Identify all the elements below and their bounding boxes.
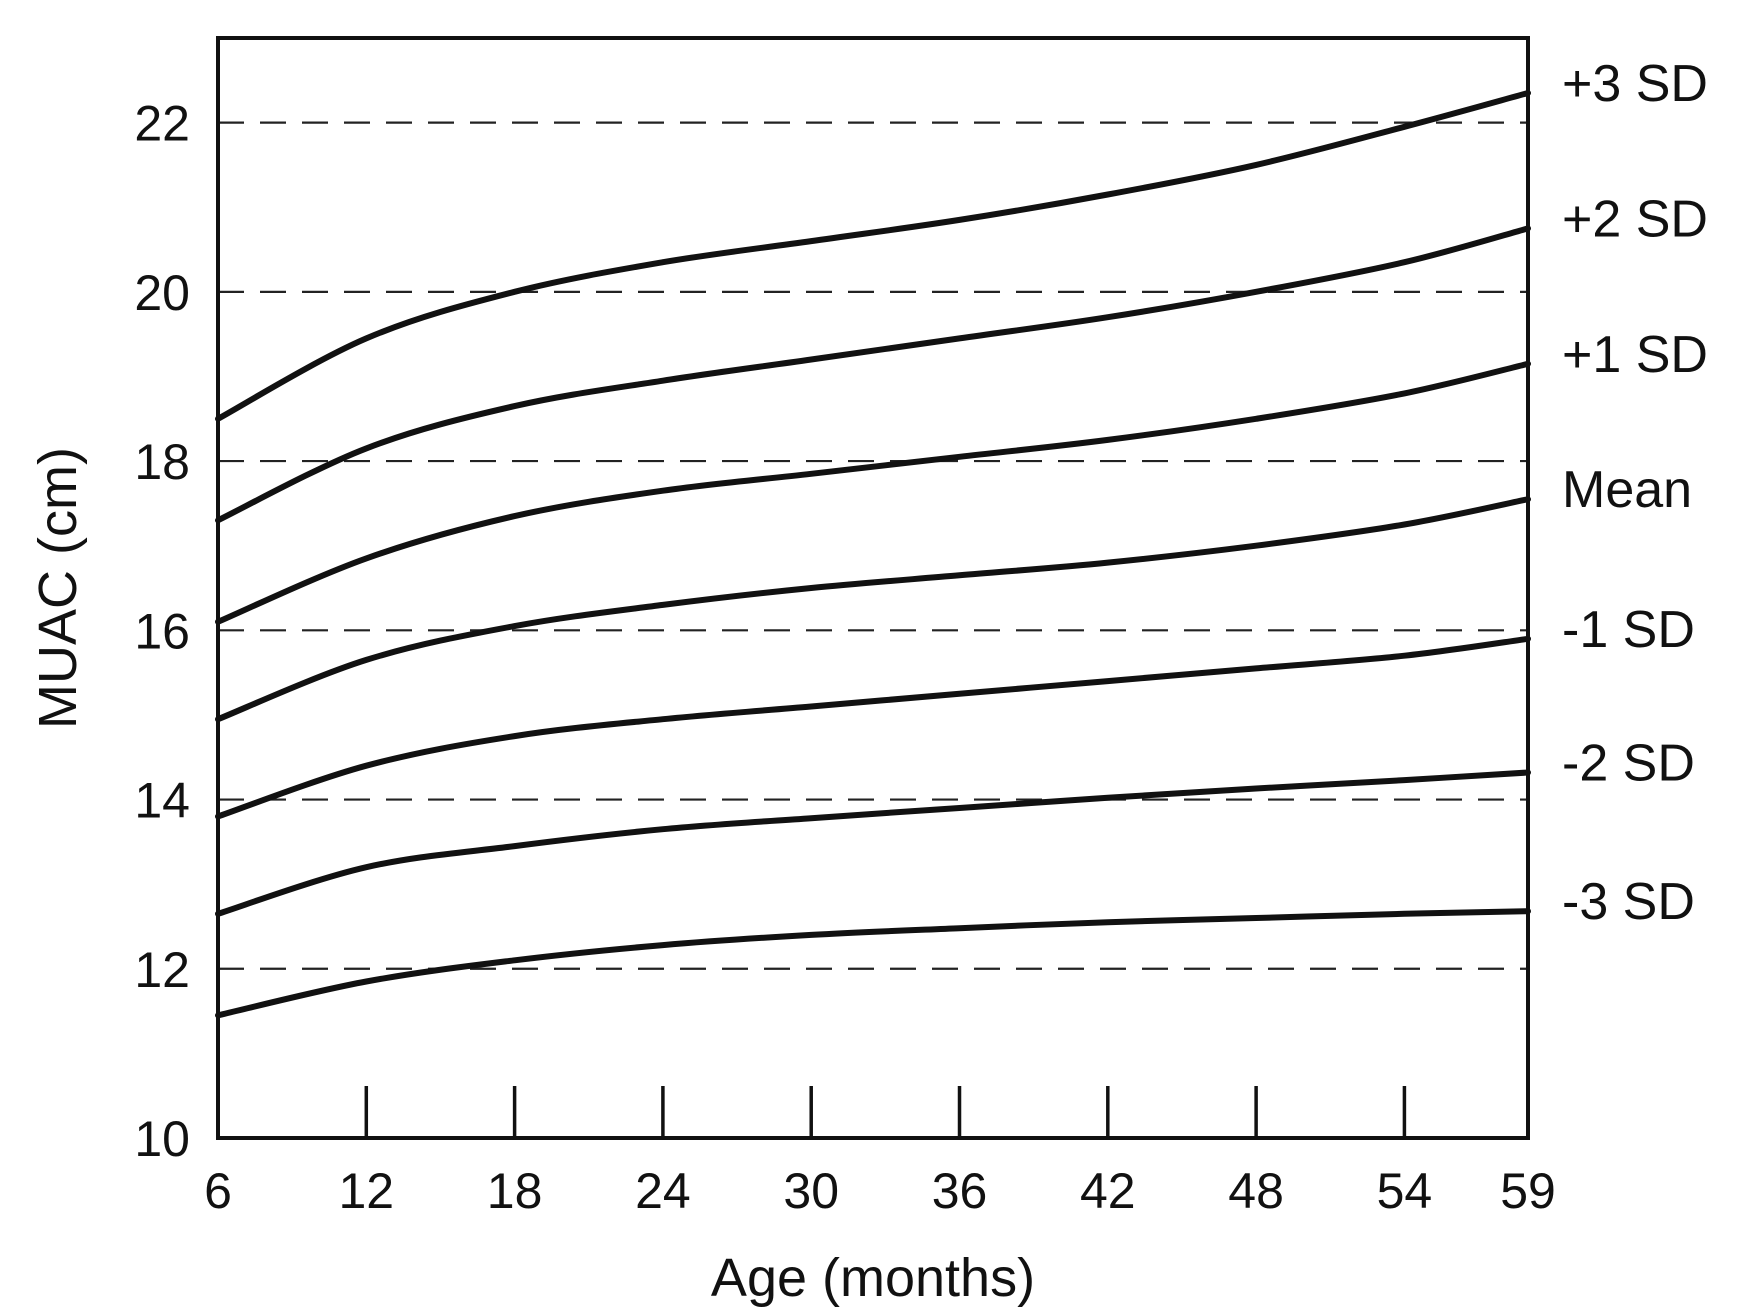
x-tick-label-18: 18	[487, 1163, 543, 1219]
x-tick-label-54: 54	[1377, 1163, 1433, 1219]
series-line-mean	[215, 496, 1531, 723]
series-label-minus1sd: -1 SD	[1562, 601, 1695, 659]
series-label-plus1sd: +1 SD	[1562, 326, 1708, 384]
y-axis-title: MUAC (cm)	[28, 447, 88, 729]
y-tick-label-16: 16	[134, 603, 190, 659]
series-curves	[215, 90, 1531, 1019]
y-tick-label-14: 14	[134, 773, 190, 829]
x-tick-label-30: 30	[783, 1163, 839, 1219]
x-tick-label-48: 48	[1228, 1163, 1284, 1219]
series-label-mean: Mean	[1562, 461, 1692, 519]
y-tick-label-10: 10	[134, 1111, 190, 1167]
x-tick-label-42: 42	[1080, 1163, 1136, 1219]
y-axis-tick-labels: 10 12 14 16 18 20 22	[134, 96, 190, 1167]
series-line-plus1sd	[215, 360, 1531, 625]
y-tick-label-18: 18	[134, 434, 190, 490]
series-label-plus2sd: +2 SD	[1562, 190, 1708, 248]
plot-frame	[216, 36, 1530, 1140]
x-tick-label-59: 59	[1500, 1163, 1556, 1219]
x-tick-label-24: 24	[635, 1163, 691, 1219]
series-line-minus3sd	[215, 908, 1531, 1019]
y-tick-label-20: 20	[134, 265, 190, 321]
series-line-minus2sd	[215, 769, 1531, 917]
gridlines	[218, 121, 1528, 970]
x-axis-tick-labels: 6 12 18 24 30 36 42 48 54 59	[204, 1163, 1556, 1219]
y-tick-label-12: 12	[134, 942, 190, 998]
x-tick-label-12: 12	[338, 1163, 394, 1219]
series-line-minus1sd	[215, 635, 1531, 820]
y-tick-label-22: 22	[134, 96, 190, 152]
series-labels: +3 SD +2 SD +1 SD Mean -1 SD -2 SD -3 SD	[1562, 55, 1708, 931]
x-tick-label-36: 36	[932, 1163, 988, 1219]
series-line-plus3sd	[215, 90, 1531, 422]
axis-ticks	[364, 1086, 1407, 1138]
x-tick-label-6: 6	[204, 1163, 232, 1219]
series-label-minus3sd: -3 SD	[1562, 873, 1695, 931]
x-axis-title: Age (months)	[711, 1248, 1035, 1308]
series-label-plus3sd: +3 SD	[1562, 55, 1708, 113]
series-line-plus2sd	[215, 225, 1531, 524]
series-label-minus2sd: -2 SD	[1562, 734, 1695, 792]
